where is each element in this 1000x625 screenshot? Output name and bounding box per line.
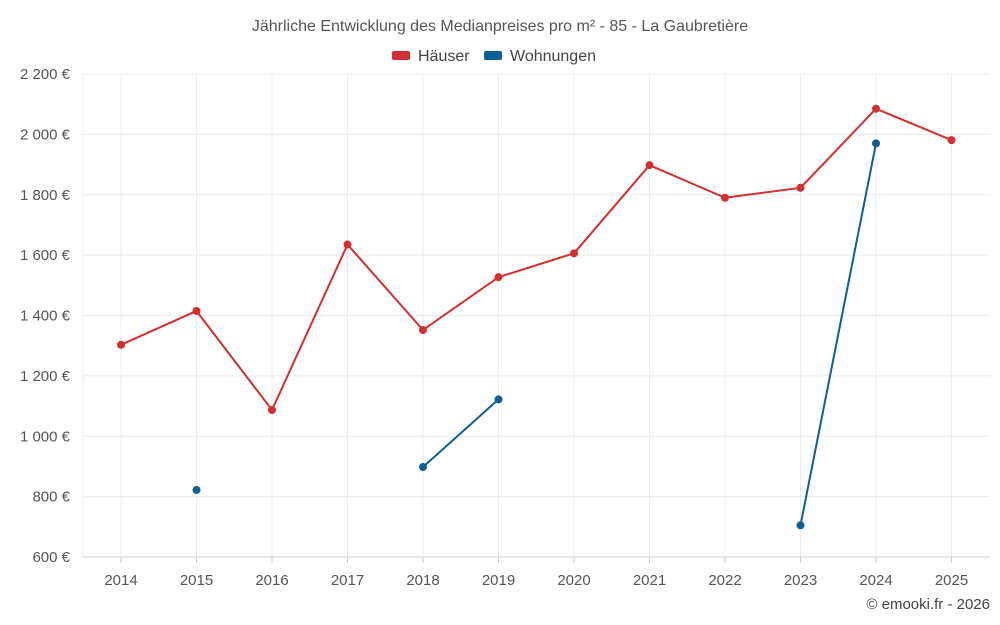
x-tick-label: 2016 [255,572,288,589]
data-point[interactable] [419,463,427,472]
x-tick-label: 2019 [482,572,515,589]
data-point[interactable] [192,306,201,315]
x-tick-label: 2014 [104,572,137,589]
y-tick-label: 1 200 € [20,368,71,385]
x-tick-label: 2021 [633,572,666,589]
y-tick-label: 1 000 € [20,428,71,445]
data-point[interactable] [872,139,880,148]
legend-label-haeuser: Häuser [418,48,470,65]
x-tick-label: 2024 [859,572,892,589]
x-tick-label: 2015 [180,572,213,589]
x-tick-label: 2023 [784,572,817,589]
legend: Häuser Wohnungen [392,48,596,65]
x-tick-label: 2022 [708,572,741,589]
y-tick-labels: 600 € 800 € 1 000 € 1 200 € 1 400 € 1 600 € 1 … [20,66,71,566]
data-point[interactable] [645,161,654,170]
legend-label-wohnungen: Wohnungen [510,48,596,65]
data-point[interactable] [721,193,729,202]
legend-item-wohnungen[interactable]: Wohnungen [484,48,596,65]
y-tick-label: 1 800 € [20,187,71,204]
y-tick-label: 1 400 € [20,308,71,325]
data-point[interactable] [570,249,578,258]
data-point[interactable] [494,395,503,404]
series-line [120,107,952,411]
data-point[interactable] [796,521,805,530]
data-point[interactable] [343,240,352,249]
data-point[interactable] [796,183,805,192]
data-point[interactable] [947,136,956,145]
y-tick-label: 1 600 € [20,247,71,264]
chart-title: Jährliche Entwicklung des Medianpreises … [252,18,748,35]
data-point[interactable] [117,340,125,349]
grid [82,73,990,563]
y-tick-label: 2 200 € [20,66,71,83]
x-tick-label: 2025 [935,572,968,589]
legend-swatch-haeuser [392,51,410,60]
y-tick-label: 800 € [32,489,70,506]
data-point[interactable] [494,273,503,282]
data-point[interactable] [419,325,427,334]
y-tick-label: 600 € [32,549,70,566]
series [117,104,956,530]
data-point[interactable] [192,485,201,494]
series-line [422,398,500,468]
legend-swatch-wohnungen [484,51,502,60]
x-tick-labels: 2014 2015 2016 2017 2018 2019 2020 2021 2022 2023… [104,572,968,589]
legend-item-haeuser[interactable]: Häuser [392,48,470,65]
series-wohnungen [192,139,880,530]
credit-text: © emooki.fr - 2026 [866,596,990,613]
x-tick-label: 2020 [557,572,590,589]
data-point[interactable] [268,405,276,414]
y-tick-label: 2 000 € [20,126,71,143]
data-point[interactable] [872,104,880,113]
x-tick-label: 2018 [406,572,439,589]
series-line [799,143,877,526]
x-tick-label: 2017 [331,572,364,589]
series-haeuser [117,104,956,414]
